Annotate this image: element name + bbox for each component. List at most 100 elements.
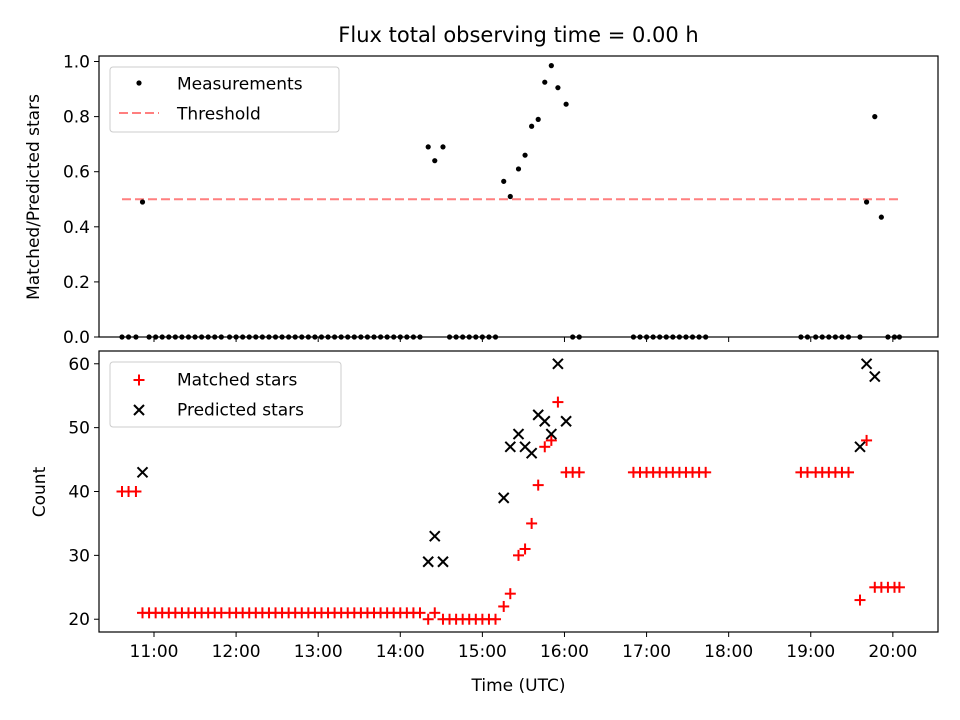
predicted-star-point: [560, 415, 572, 427]
measurement-point: [522, 152, 528, 158]
predicted-star-point: [504, 441, 516, 453]
legend-marker-matched-stars: [133, 374, 145, 386]
predicted-star-stroke-b: [136, 466, 149, 479]
ratio-y-axis-label: Matched/Predicted stars: [24, 94, 44, 300]
legend-marker-predicted-stars: [133, 404, 145, 416]
count-y-tick-label: 30: [68, 546, 90, 566]
measurement-point: [863, 199, 870, 205]
measurement-point: [563, 101, 569, 107]
predicted-star-stroke-b: [519, 441, 531, 453]
count-x-tick-label: 17:00: [622, 642, 671, 662]
predicted-star-point: [136, 466, 149, 479]
matched-star-point: [573, 466, 585, 478]
measurement-point: [878, 214, 884, 220]
measurement-point: [555, 85, 561, 91]
count-plot-area: [116, 358, 905, 625]
matched-star-point: [552, 396, 564, 408]
predicted-star-stroke-b: [429, 530, 441, 542]
matched-star-point: [532, 479, 544, 491]
ratio-axes-frame: [98, 55, 939, 338]
count-x-tick-label: 18:00: [704, 642, 753, 662]
predicted-star-point: [525, 447, 538, 459]
ratio-y-axis: 0.0 0.2 0.4 0.6 0.8 1.0: [63, 53, 99, 348]
ratio-y-tick-label: 0.6: [63, 163, 90, 183]
predicted-star-point: [498, 492, 510, 504]
count-y-tick-label: 20: [68, 610, 90, 630]
predicted-star-point: [512, 428, 525, 440]
count-legend-box: [109, 361, 342, 428]
predicted-star-stroke-b: [422, 556, 434, 568]
chart-title: Flux total observing time = 0.00 h: [338, 23, 698, 47]
count-x-tick-label: 15:00: [458, 642, 507, 662]
predicted-star-point: [429, 530, 441, 542]
matched-star-point: [843, 466, 855, 478]
predicted-star-point: [437, 556, 449, 568]
count-y-axis: 20 30 40 50 60: [68, 355, 99, 630]
predicted-star-point: [545, 428, 558, 440]
predicted-star-point: [860, 358, 873, 370]
count-x-tick-label: 20:00: [868, 642, 917, 662]
legend-label-matched-stars: Matched stars: [177, 371, 297, 391]
matched-star-point: [504, 588, 516, 600]
ratio-y-tick-label: 0.2: [63, 273, 90, 293]
ratio-x-ticks: [153, 337, 894, 342]
predicted-star-point: [539, 415, 551, 427]
ratio-y-tick-label: 0.8: [63, 108, 90, 128]
measurement-point: [529, 123, 535, 129]
predicted-star-stroke-b: [525, 447, 538, 459]
count-x-tick-label: 19:00: [786, 642, 835, 662]
legend-marker-measurements: [136, 80, 142, 86]
matched-star-point: [130, 486, 142, 497]
measurement-point: [440, 144, 446, 150]
matched-star-point: [861, 434, 873, 446]
predicted-star-stroke-b: [552, 358, 564, 370]
measurement-point: [139, 199, 146, 205]
count-x-axis: 11:00 12:00 13:00 14:00 15:00 16:00 17:00 18:00…: [130, 632, 917, 662]
measurement-point: [507, 193, 513, 200]
count-x-axis-label: Time (UTC): [471, 676, 566, 696]
predicted-star-stroke-b: [498, 492, 510, 504]
legend-label-threshold: Threshold: [176, 105, 261, 125]
predicted-star-point: [422, 556, 434, 568]
matched-star-point: [545, 434, 557, 446]
measurement-point: [425, 144, 431, 150]
ratio-legend-box: [109, 66, 340, 133]
ratio-legend: Measurements Threshold: [109, 66, 340, 133]
count-x-tick-label: 12:00: [212, 642, 261, 662]
matched-star-point: [498, 600, 510, 612]
predicted-star-stroke-b: [539, 415, 551, 427]
matched-star-point: [539, 441, 551, 453]
matched-star-point: [893, 581, 905, 593]
matched-star-point: [422, 613, 434, 625]
matched-star-point: [700, 466, 712, 478]
measurement-point: [501, 178, 507, 184]
predicted-star-point: [869, 370, 881, 383]
predicted-star-stroke-b: [560, 415, 572, 427]
predicted-star-point: [854, 441, 866, 453]
count-axes-frame: [98, 350, 939, 633]
measurement-point: [515, 166, 522, 172]
matched-star-point: [513, 549, 524, 561]
count-y-tick-label: 50: [68, 419, 90, 439]
predicted-star-stroke-b: [437, 556, 449, 568]
matched-star-point: [519, 543, 531, 555]
matched-star-point: [414, 607, 426, 619]
legend-label-measurements: Measurements: [177, 75, 303, 95]
ratio-panel: 0.0 0.2 0.4 0.6 0.8 1.0 Matched/Predicted sta…: [24, 53, 939, 348]
predicted-star-stroke-b: [860, 358, 873, 370]
count-x-tick-label: 16:00: [540, 642, 589, 662]
predicted-star-stroke-b: [504, 441, 516, 453]
matched-star-point: [854, 594, 866, 606]
measurement-point: [542, 79, 548, 85]
ratio-y-tick-label: 0.4: [63, 218, 90, 238]
predicted-star-stroke-b: [854, 441, 866, 453]
legend-label-predicted-stars: Predicted stars: [177, 401, 304, 421]
measurement-point: [872, 114, 878, 120]
measurement-point: [535, 116, 541, 122]
count-x-tick-label: 13:00: [294, 642, 343, 662]
count-x-tick-label: 11:00: [130, 642, 179, 662]
predicted-star-stroke-b: [869, 370, 881, 383]
measurement-point: [548, 63, 554, 69]
count-panel: 20 30 40 50 60 11:00 12:00 13:00 14:00 15:00 16:0…: [30, 350, 939, 696]
